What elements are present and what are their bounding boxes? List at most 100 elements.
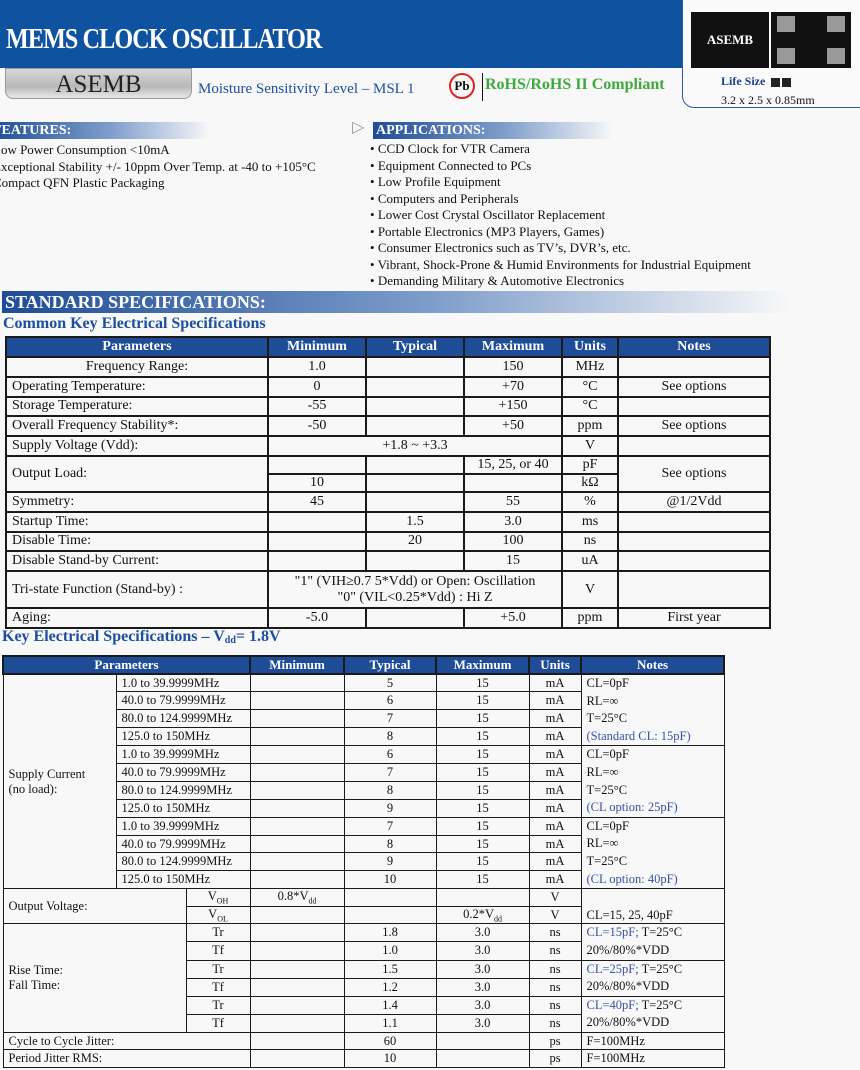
min-cell: -50 [267,415,367,438]
symbol-cell: Tr [185,995,251,1015]
frequency-cell: 80.0 to 124.9999MHz [115,852,251,872]
units-cell: V [528,905,582,925]
column-header: Typical [343,655,438,675]
typ-cell: 1.8 [343,923,437,943]
typ-cell [343,888,437,907]
max-cell: 15 [435,691,530,711]
max-cell: 15 [435,870,530,890]
units-cell: MHz [561,356,619,378]
notes-cell: F=100MHz [580,1031,725,1051]
table-row: 80.0 to 124.9999MHz 8 15 mA [3,781,724,800]
note-line: T=25°C [586,711,628,726]
label-line: Rise Time: [8,963,64,978]
life-size-text: Life Size [721,74,766,88]
frequency-cell: 80.0 to 124.9999MHz [115,781,251,800]
units-cell: uA [561,550,619,573]
notes-cell: CL=40pF; T=25°C 20%/80%*VDD [580,995,725,1033]
max-cell: 15 [435,852,530,872]
key-title-value: = 1.8V [235,628,281,645]
table-row: 125.0 to 150MHz 8 15 mA [3,727,724,747]
chip-label: ASEMB [706,32,754,47]
units-cell: ppm [561,415,619,438]
units-cell: mA [528,691,582,711]
note-rest: T=25°C [638,997,683,1012]
notes-cell [617,570,771,610]
note-rest: T=25°C [638,925,683,940]
typ-cell: 1.2 [343,977,437,997]
note-line: 20%/80%*VDD [586,942,670,957]
units-cell: ppm [561,607,619,629]
min-cell [249,923,345,943]
applications-list: • CCD Clock for VTR Camera • Equipment Co… [370,141,751,290]
max-cell: 3.0 [435,923,530,943]
frequency-cell: 80.0 to 124.9999MHz [115,709,251,729]
min-cell [249,691,345,711]
frequency-cell: 1.0 to 39.9999MHz [115,816,251,836]
value-span-cell: +1.8 ~ +3.3 [267,435,563,457]
typ-cell: 1.0 [343,941,437,961]
typ-cell: 10 [343,1049,437,1069]
min-cell [249,727,345,747]
application-item: • Vibrant, Shock-Prone & Humid Environme… [370,257,751,274]
note-line-blue: (CL option: 25pF) [586,800,678,815]
column-header: Maximum [463,336,563,358]
frequency-cell: 40.0 to 79.9999MHz [115,763,251,783]
note-line: RL=∞ [586,693,619,708]
notes-cell: @1/2Vdd [617,490,771,513]
max-cell [435,888,530,907]
min-cell [249,798,345,818]
min-cell [249,995,345,1015]
bullet-icon: • [370,190,378,206]
units-cell: ps [528,1049,582,1069]
note-line: T=25°C [586,782,628,797]
min-cell [249,959,345,979]
table-row: 125.0 to 150MHz 9 15 mA [3,798,724,818]
symbol-cell: VOL [185,905,251,925]
max-cell: +50 [463,415,563,438]
symbol-cell: Tf [185,977,251,997]
note-rest: T=25°C [638,961,683,976]
note-line: RL=∞ [586,836,619,851]
typ-cell [365,550,465,573]
units-cell: ps [528,1031,582,1051]
notes-cell [617,530,771,553]
min-cell [267,530,367,553]
symbol-cell: Tf [185,1013,251,1033]
notes-cell: First year [617,607,771,629]
max-cell: 15, 25, or 40 [463,454,563,475]
max-cell: 15 [435,673,530,693]
column-header: Notes [580,655,726,675]
notes-cell [617,395,771,418]
table-row: Overall Frequency Stability*: -50 +50 ppm Se… [5,415,771,438]
note-line: CL=0pF [586,747,629,762]
key-title-text: Key Electrical Specifications – V [2,628,225,645]
cell-subscript: OL [217,914,228,924]
typ-cell: 20 [365,530,465,553]
application-item: • Equipment Connected to PCs [370,158,751,175]
param-cell: Operating Temperature: [5,375,269,398]
msl-text: Moisture Sensitivity Level – MSL 1 [198,81,415,97]
typ-cell: 6 [343,745,437,765]
pb-free-icon: Pb [449,73,475,99]
min-cell [249,1049,345,1069]
bullet-icon: • [370,174,378,189]
bullet-icon: • [370,141,378,156]
bullet-icon: • [370,223,378,239]
application-text: Computers and Peripherals [377,190,519,206]
notes-cell: CL=25pF; T=25°C 20%/80%*VDD [580,959,725,997]
param-cell: Tri-state Function (Stand-by) : [5,570,269,610]
notes-cell [617,356,771,378]
typ-cell [365,490,465,513]
supply-current-label: Supply Current (no load): [2,673,117,890]
frequency-cell: 1.0 to 39.9999MHz [115,745,251,765]
application-item: • Lower Cost Crystal Oscillator Replacem… [370,207,751,224]
min-cell [267,510,367,533]
min-cell [249,834,345,854]
typ-cell: 10 [343,870,437,890]
units-cell: mA [528,673,582,693]
table-row: 80.0 to 124.9999MHz 9 15 mA [3,852,724,872]
units-cell: mA [528,870,582,890]
table-row: Disable Stand-by Current: 15 uA [5,550,771,573]
table-row: 1.0 to 39.9999MHz 7 15 mA CL=0pF RL=∞ T=25°C (C… [3,816,725,890]
output-voltage-label: Output Voltage: [2,888,187,925]
